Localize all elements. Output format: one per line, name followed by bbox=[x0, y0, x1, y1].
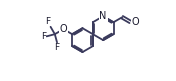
Text: N: N bbox=[99, 11, 107, 21]
Text: F: F bbox=[45, 17, 50, 26]
Text: O: O bbox=[60, 24, 67, 34]
Text: O: O bbox=[132, 17, 139, 27]
Text: F: F bbox=[54, 43, 60, 52]
Text: F: F bbox=[41, 32, 46, 41]
